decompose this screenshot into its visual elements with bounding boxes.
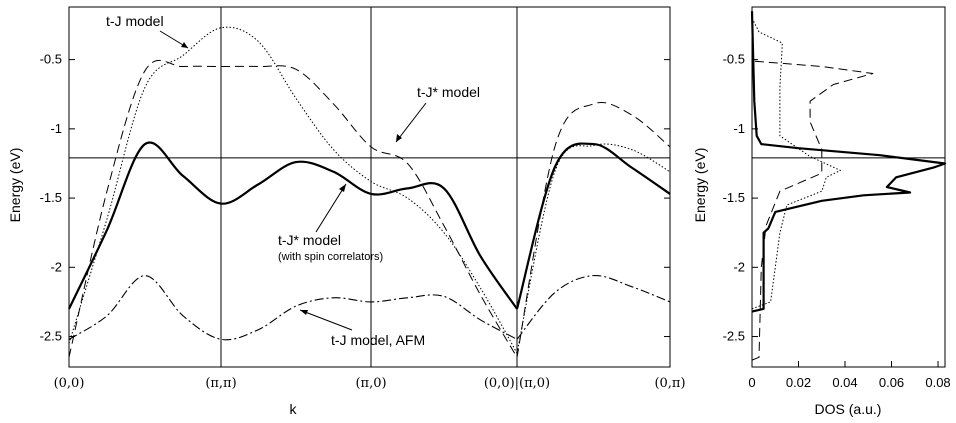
dos-xtick-label: 0.08 — [925, 375, 950, 390]
dos-xlabel: DOS (a.u.) — [815, 401, 882, 417]
band-line-dashdot — [68, 275, 518, 341]
band-ytick-label: -1.5 — [40, 190, 62, 205]
band-ytick-label: -1 — [50, 121, 62, 136]
annotation-tj-arrowhead — [181, 42, 188, 48]
band-ytick-label: -0.5 — [40, 52, 62, 67]
annotation-tjspin-arrow — [315, 183, 347, 233]
annotation-afm-arrowhead — [300, 310, 308, 315]
dos-panel-frame — [751, 6, 946, 368]
band-ylabel: Energy (eV) — [7, 148, 23, 223]
band-axes: -0.5 -1 -1.5 -2 -2.5 (0,0) (π,π) (π,0) (0,0)|(π,… — [40, 52, 686, 391]
dos-xtick-label: 0.02 — [786, 375, 811, 390]
dos-series — [750, 11, 947, 361]
band-series — [68, 26, 671, 358]
band-line-dashdot-right — [516, 275, 671, 340]
annotation-afm-arrow — [299, 309, 353, 331]
annotation-tjstar-model: t-J* model — [417, 84, 480, 100]
dos-ylabel: Energy (eV) — [692, 148, 708, 223]
annotation-afm: t-J model, AFM — [331, 332, 425, 348]
band-line-dashed — [68, 59, 518, 358]
annotation-tjspin-arrowhead — [339, 184, 346, 192]
dos-xtick-label: 0.06 — [879, 375, 904, 390]
dos-axes: -0.5 -1 -1.5 -2 -2.5 0 0.02 0.04 0.06 0.08 — [723, 52, 951, 390]
dos-ytick-label: -2.5 — [723, 329, 745, 344]
band-panel-right-frame — [516, 6, 671, 368]
dos-ytick-label: -2 — [733, 259, 745, 274]
band-ytick-label: -2.5 — [40, 329, 62, 344]
annotation-tj-model: t-J model — [106, 13, 164, 29]
dos-xtick-label: 0.04 — [832, 375, 857, 390]
dos-ytick-label: -1 — [733, 121, 745, 136]
band-line-thick-right — [515, 142, 671, 310]
band-panel-frame — [68, 6, 518, 368]
band-xtick-label: (π,0) — [355, 376, 386, 391]
annotation-tjspin-model: t-J* model — [278, 232, 341, 248]
band-ytick-label: -2 — [50, 259, 62, 274]
dos-line-thick — [750, 11, 947, 313]
annotation-tjstar-arrow — [395, 102, 427, 143]
band-line-dotted — [68, 26, 518, 354]
band-xlabel: k — [290, 401, 298, 417]
band-line-dotted-right — [516, 143, 671, 354]
dos-ytick-label: -1.5 — [723, 190, 745, 205]
band-line-dashed-right — [516, 102, 671, 358]
dos-line-dashed — [751, 60, 874, 361]
dos-xtick-label: 0 — [748, 375, 755, 390]
band-xtick-label: (0,π) — [654, 376, 685, 391]
band-xtick-label: (0,0)|(π,0) — [484, 376, 550, 391]
annotation-tjspin-sub: (with spin correlators) — [278, 251, 383, 263]
band-xtick-label: (0,0) — [54, 376, 85, 391]
band-line-thick — [68, 141, 518, 310]
dos-line-dotted — [751, 17, 841, 310]
band-xtick-label: (π,π) — [205, 376, 236, 391]
annotation-tjstar-arrowhead — [396, 134, 402, 142]
dos-ytick-label: -0.5 — [723, 52, 745, 67]
